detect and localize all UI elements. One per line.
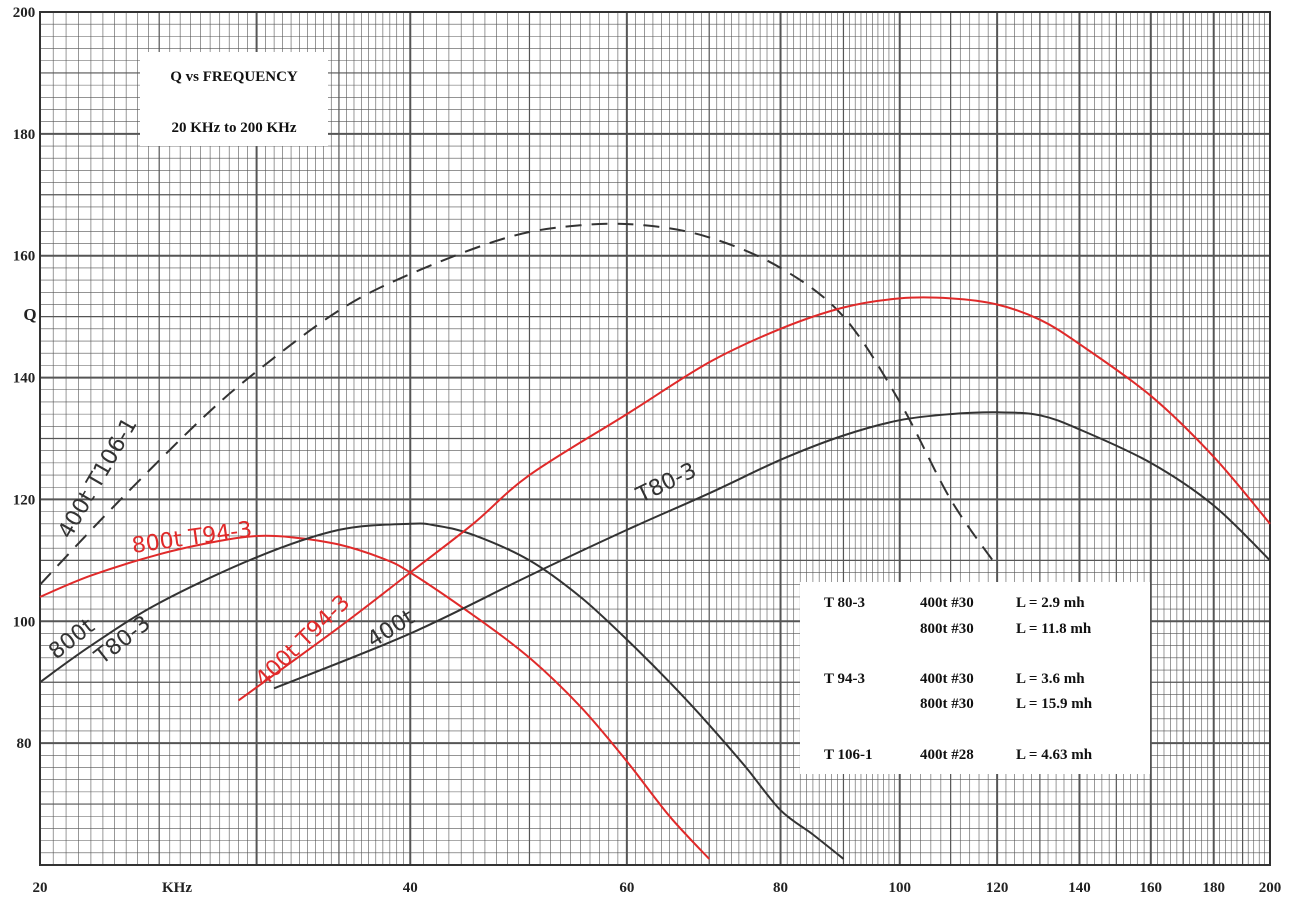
x-tick-label: 80 [773,880,788,896]
legend-core: T 80-3 [824,595,865,611]
legend-inductance: L = 4.63 mh [1016,747,1093,763]
x-tick-label: 180 [1202,880,1225,896]
x-tick-label: 140 [1068,880,1091,896]
x-tick-label: 60 [619,880,634,896]
chart-subtitle: 20 KHz to 200 KHz [172,120,297,136]
legend-box [800,582,1150,774]
legend-inductance: L = 2.9 mh [1016,595,1085,611]
y-tick-label: 120 [13,492,36,508]
legend-winding: 800t #30 [920,621,974,637]
x-tick-label: 120 [986,880,1009,896]
y-tick-label: 200 [13,5,36,21]
legend-winding: 400t #28 [920,747,974,763]
x-tick-label: 200 [1259,880,1282,896]
legend-winding: 400t #30 [920,671,974,687]
x-tick-label: 160 [1140,880,1163,896]
series-line-4 [273,411,1271,690]
series-line-0 [39,222,998,586]
y-tick-label: 100 [13,614,36,630]
legend-core: T 106-1 [824,747,872,763]
series-layer [39,222,1271,860]
y-tick-label: 140 [13,371,36,387]
legend-inductance: L = 11.8 mh [1016,621,1092,637]
x-tick-label: 20 [33,880,48,896]
tick-labels: 20 40 60 80 100 120 140 160 180 200 80 100 120 140 160… [13,5,1282,896]
y-axis-label: Q [23,305,36,324]
y-tick-label: 80 [17,736,32,752]
chart-title: Q vs FREQUENCY [170,69,298,85]
legend-inductance: L = 15.9 mh [1016,696,1093,712]
plot-frame [39,11,1271,866]
series-line-3 [237,296,1271,702]
title-block: Q vs FREQUENCY 20 KHz to 200 KHz [140,52,328,146]
x-tick-label: 40 [403,880,418,896]
x-tick-label: 100 [888,880,911,896]
series-line-1 [39,534,710,860]
title-box [140,52,328,146]
legend-rows: T 80-3 400t #30 L = 2.9 mh 800t #30 L = 11.8… [824,595,1093,763]
legend-table: T 80-3 400t #30 L = 2.9 mh 800t #30 L = 11.8… [800,582,1150,774]
y-tick-label: 160 [13,249,36,265]
legend-inductance: L = 3.6 mh [1016,671,1085,687]
x-axis-label: KHz [162,880,192,896]
y-tick-label: 180 [13,127,36,143]
legend-winding: 800t #30 [920,696,974,712]
legend-winding: 400t #30 [920,595,974,611]
legend-core: T 94-3 [824,671,865,687]
series-line-2 [39,522,845,860]
